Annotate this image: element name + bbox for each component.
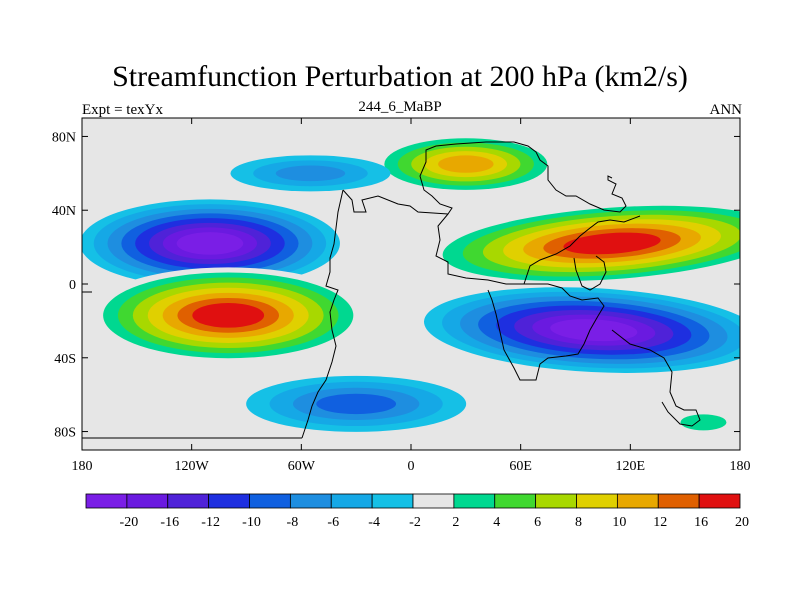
colorbar-swatch <box>453 493 496 509</box>
axis-ticks: 180 120W 60W 0 60E 120E 180 80N 40N 0 40S 80S <box>52 118 751 474</box>
contour-fill <box>680 414 727 431</box>
colorbar-swatch <box>657 493 700 509</box>
chart-title: Streamfunction Perturbation at 200 hPa (… <box>112 60 688 93</box>
contour-fill <box>563 232 661 255</box>
colorbar-swatch <box>126 493 169 509</box>
x-tick-label: 120W <box>175 459 210 474</box>
colorbar-swatch <box>576 493 618 509</box>
colorbar-swatch <box>616 493 659 509</box>
y-tick-label: 0 <box>69 278 76 293</box>
colorbar-swatch <box>85 493 128 509</box>
y-tick-label: 40S <box>54 352 76 367</box>
colorbar-swatch <box>535 493 577 509</box>
streamfunction-field <box>82 134 740 437</box>
colorbar-label: 20 <box>735 515 749 530</box>
continent-outlines <box>82 141 701 439</box>
contour-fill <box>550 319 638 342</box>
colorbar-swatch <box>167 493 210 509</box>
colorbar-label: -6 <box>327 515 339 530</box>
x-tick-label: 0 <box>408 459 415 474</box>
colorbar-label: -10 <box>242 515 261 530</box>
colorbar-swatch <box>289 493 332 509</box>
contour-fill <box>438 155 494 173</box>
colorbar-swatch <box>249 493 291 509</box>
colorbar-label: 16 <box>694 515 708 530</box>
colorbar-label: 2 <box>452 515 459 530</box>
colorbar-swatch <box>698 493 741 509</box>
contour-fill <box>176 232 244 255</box>
x-tick-label: 180 <box>730 459 751 474</box>
y-tick-label: 40N <box>52 204 76 219</box>
colorbar-swatch <box>208 493 250 509</box>
colorbar-swatch <box>371 493 414 509</box>
x-tick-label: 120E <box>616 459 646 474</box>
x-tick-label: 180 <box>72 459 93 474</box>
colorbar-label: -2 <box>409 515 421 530</box>
colorbar-label: -12 <box>201 515 220 530</box>
contour-fill <box>316 393 397 415</box>
colorbar-label: -16 <box>160 515 179 530</box>
colorbar-swatch <box>494 493 537 509</box>
colorbar-label: -20 <box>120 515 139 530</box>
colorbar-label: 6 <box>534 515 541 530</box>
contour-fill <box>275 165 346 182</box>
colorbar-label: -4 <box>368 515 380 530</box>
colorbar-label: 12 <box>653 515 667 530</box>
y-tick-label: 80S <box>54 426 76 441</box>
x-tick-label: 60E <box>509 459 532 474</box>
colorbar-label: 10 <box>612 515 626 530</box>
season-label: ANN <box>709 102 743 118</box>
colorbar-swatch <box>330 493 373 509</box>
x-tick-label: 60W <box>288 459 316 474</box>
contour-fill <box>192 303 265 328</box>
colorbar: -20 -16 -12 -10 -8 -6 -4 -2 2 4 6 8 10 12 16 20 <box>85 493 749 530</box>
y-tick-label: 80N <box>52 130 76 145</box>
colorbar-swatch <box>412 493 455 509</box>
experiment-label: Expt = texYx <box>82 102 163 118</box>
colorbar-label: 4 <box>493 515 500 530</box>
colorbar-label: 8 <box>575 515 582 530</box>
case-label: 244_6_MaBP <box>358 99 442 115</box>
colorbar-label: -8 <box>287 515 299 530</box>
